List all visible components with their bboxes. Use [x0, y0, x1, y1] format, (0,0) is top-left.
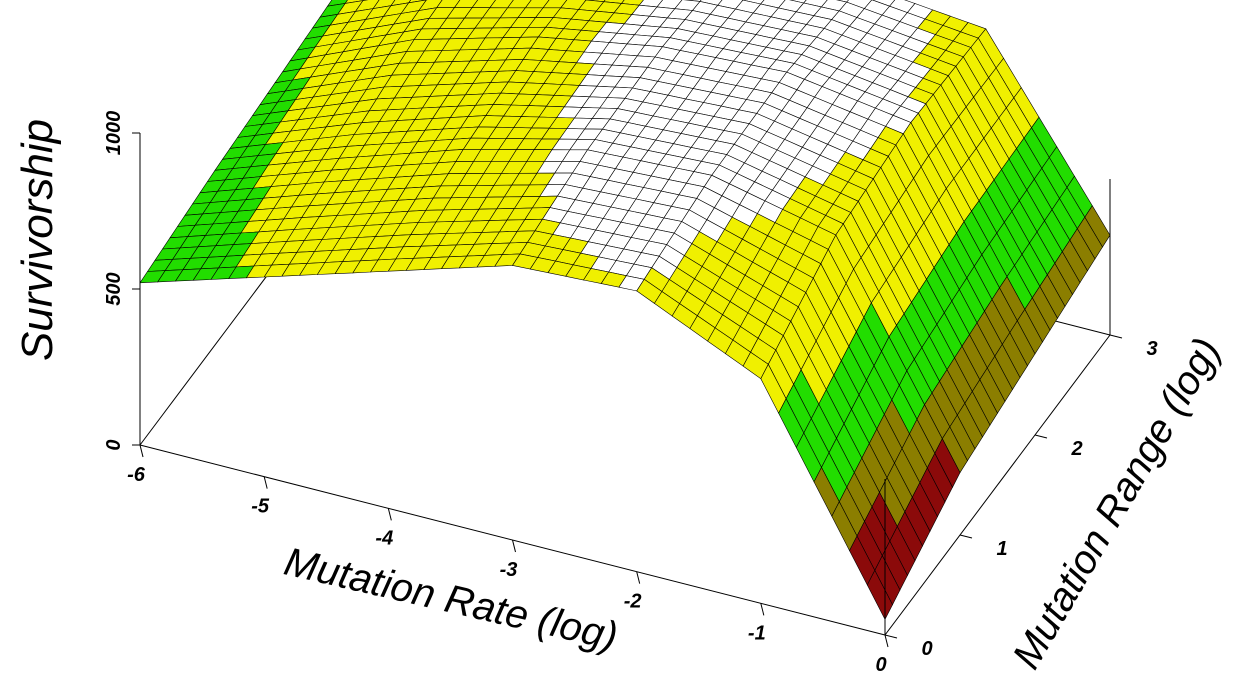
x-tick-label: 0: [875, 654, 886, 676]
x-tick-mark: [884, 634, 889, 648]
tick-labels: -6 -5 -4 -3 -2 -1 0 0 1 2 3 0 500 1000: [103, 111, 1158, 676]
x-tick-label: -5: [251, 496, 270, 518]
x-axis-label: Mutation Rate (log): [280, 540, 621, 659]
y-tick-label: 3: [1146, 338, 1157, 360]
x-tick-label: -2: [624, 591, 642, 613]
x-tick-mark: [760, 603, 765, 616]
y-tick-label: 1: [996, 538, 1007, 560]
y-axis-label: Mutation Range (log): [1004, 331, 1229, 677]
x-tick-mark: [139, 444, 144, 458]
x-tick-mark: [512, 539, 516, 553]
y-tick-label: 0: [921, 638, 932, 660]
y-tick-mark: [1034, 434, 1048, 439]
surface-cell: [866, 569, 893, 621]
y-tick-mark: [959, 534, 973, 539]
x-tick-label: -4: [375, 527, 393, 549]
x-tick-label: -1: [748, 622, 766, 644]
survivorship-surface: [139, 0, 1111, 621]
x-tick-label: -3: [500, 559, 518, 581]
x-tick-mark: [263, 476, 268, 489]
y-tick-label: 2: [1070, 438, 1082, 460]
z-tick-label: 0: [103, 439, 125, 450]
x-tick-mark: [387, 508, 392, 521]
z-tick-label: 500: [103, 272, 125, 305]
z-axis-label: Survivorship: [13, 119, 62, 361]
x-tick-label: -6: [127, 464, 146, 486]
z-tick-label: 1000: [103, 111, 125, 156]
y-axis-line: [884, 334, 1111, 636]
x-tick-mark: [636, 571, 641, 584]
y-tick-mark: [884, 634, 898, 639]
y-tick-mark: [1109, 334, 1123, 339]
